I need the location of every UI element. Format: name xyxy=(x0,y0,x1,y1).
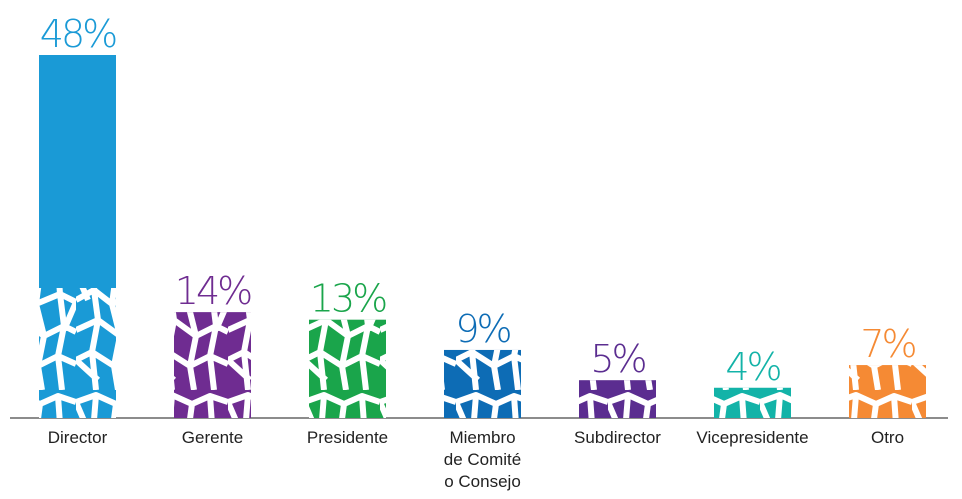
bar-texture xyxy=(39,288,116,418)
x-tick-label: Subdirector xyxy=(574,428,661,447)
bar-texture xyxy=(174,312,251,418)
x-tick-label: Gerente xyxy=(181,428,244,447)
value-label: 9% xyxy=(455,307,510,351)
x-tick-label: Vicepresidente xyxy=(696,428,809,447)
value-label: 13% xyxy=(310,277,386,321)
bar-texture xyxy=(309,319,386,418)
value-label: 4% xyxy=(725,345,780,389)
x-tick-label: Otro xyxy=(870,428,905,447)
bar-texture xyxy=(714,387,791,418)
bar-texture xyxy=(579,380,656,418)
x-tick-label: Miembro de Comité o Consejo xyxy=(443,428,522,491)
value-label: 14% xyxy=(175,269,251,313)
x-tick-label: Director xyxy=(47,428,108,447)
x-tick-label: Presidente xyxy=(306,428,389,447)
value-label: 48% xyxy=(40,12,116,56)
bar-texture xyxy=(444,349,521,418)
value-label: 5% xyxy=(590,337,645,381)
value-label: 7% xyxy=(860,322,915,366)
bar-texture xyxy=(849,365,926,418)
